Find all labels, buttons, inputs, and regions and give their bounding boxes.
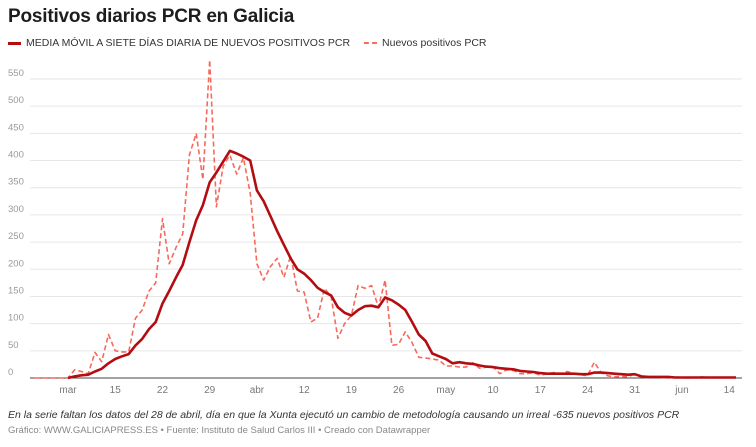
x-tick-label: 15 [110, 385, 122, 396]
y-tick-label: 500 [8, 95, 24, 106]
footnote: En la serie faltan los datos del 28 de a… [8, 409, 680, 421]
x-tick-label: 10 [487, 385, 499, 396]
y-tick-label: 200 [8, 258, 24, 269]
y-tick-label: 400 [8, 150, 24, 161]
x-tick-label: may [436, 385, 455, 396]
x-tick-label: mar [59, 385, 77, 396]
y-tick-label: 550 [8, 68, 24, 79]
x-tick-label: abr [250, 385, 265, 396]
y-tick-label: 350 [8, 177, 24, 188]
legend-item-daily: Nuevos positivos PCR [364, 37, 487, 49]
x-tick-label: 12 [299, 385, 311, 396]
legend-swatch-dashed [364, 42, 378, 44]
x-tick-label: 31 [629, 385, 641, 396]
x-tick-label: 17 [535, 385, 547, 396]
y-tick-label: 250 [8, 231, 24, 242]
x-tick-label: 24 [582, 385, 594, 396]
x-tick-label: 22 [157, 385, 169, 396]
legend-label: Nuevos positivos PCR [382, 37, 487, 49]
y-tick-label: 450 [8, 122, 24, 133]
legend-label: MEDIA MÓVIL A SIETE DÍAS DIARIA DE NUEVO… [26, 37, 351, 49]
y-tick-label: 50 [8, 340, 19, 351]
y-tick-label: 300 [8, 204, 24, 215]
y-tick-label: 100 [8, 313, 24, 324]
legend-swatch-solid [8, 41, 21, 45]
series-line-moving-average [67, 149, 736, 380]
x-tick-label: jun [674, 385, 688, 396]
series-line-daily-positives [34, 59, 736, 379]
y-tick-label: 0 [8, 367, 13, 378]
x-tick-label: 29 [204, 385, 216, 396]
x-tick-label: 26 [393, 385, 405, 396]
y-tick-label: 150 [8, 285, 24, 296]
line-chart: 0 50 100 150 200 250 300 350 400 450 500 550 mar 15 22… [8, 59, 742, 396]
x-tick-label: 19 [346, 385, 358, 396]
chart-title: Positivos diarios PCR en Galicia [8, 6, 295, 27]
credit-line: Gráfico: WWW.GALICIAPRESS.ES • Fuente: I… [8, 425, 431, 436]
legend-item-moving-average: MEDIA MÓVIL A SIETE DÍAS DIARIA DE NUEVO… [8, 37, 350, 49]
legend: MEDIA MÓVIL A SIETE DÍAS DIARIA DE NUEVO… [8, 37, 487, 49]
x-tick-label: 14 [724, 385, 736, 396]
